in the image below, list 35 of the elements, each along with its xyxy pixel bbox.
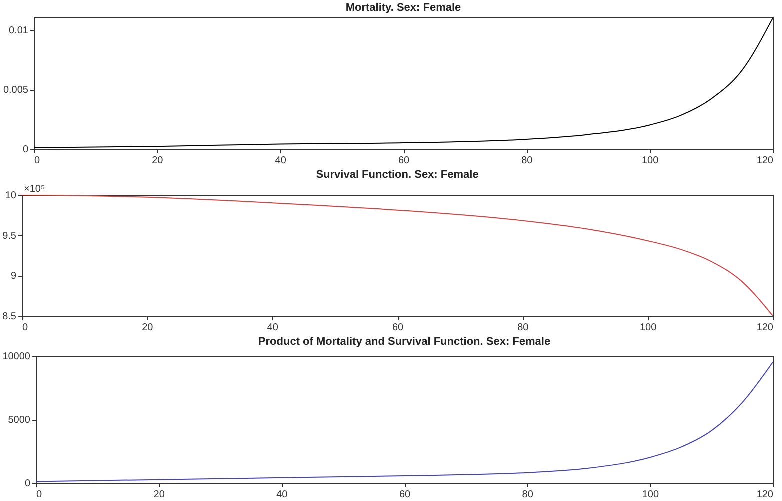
x-tick-label: 80 bbox=[522, 490, 534, 500]
chart-title: Product of Mortality and Survival Function. Sex: Female bbox=[258, 336, 551, 348]
x-tick-label: 0 bbox=[36, 490, 42, 500]
x-tick-label: 100 bbox=[642, 490, 660, 500]
y-tick-label: 0.005 bbox=[3, 85, 29, 96]
y-tick-label: 0 bbox=[22, 144, 29, 156]
x-tick-label: 60 bbox=[392, 322, 404, 334]
x-tick-label: 40 bbox=[276, 490, 288, 500]
y-tick-label: 9.5 bbox=[2, 230, 17, 242]
y-tick-label: 0 bbox=[24, 478, 31, 490]
x-tick-label: 100 bbox=[642, 156, 660, 166]
y-tick-label: 0.01 bbox=[9, 26, 29, 37]
y-tick-label: 10000 bbox=[2, 352, 31, 362]
x-tick-label: 80 bbox=[518, 322, 530, 334]
chart-title: Survival Function. Sex: Female bbox=[316, 169, 479, 181]
x-tick-label: 20 bbox=[142, 322, 154, 334]
y-tick-label: 8.5 bbox=[2, 312, 17, 322]
y-tick-label: 9 bbox=[10, 271, 17, 282]
x-tick-label: 40 bbox=[267, 322, 279, 334]
x-tick-label: 0 bbox=[34, 156, 40, 166]
x-tick-label: 60 bbox=[398, 156, 410, 166]
line-series bbox=[36, 362, 773, 482]
x-tick-label: 20 bbox=[152, 156, 164, 166]
x-tick-label: 60 bbox=[399, 490, 411, 500]
y-tick-label: 10 bbox=[5, 190, 17, 202]
chart-title: Mortality. Sex: Female bbox=[346, 2, 462, 14]
y-tick-label: 5000 bbox=[8, 415, 31, 426]
x-tick-label: 120 bbox=[756, 156, 774, 166]
x-tick-label: 40 bbox=[275, 156, 287, 166]
x-tick-label: 20 bbox=[154, 490, 166, 500]
x-tick-label: 120 bbox=[756, 322, 774, 334]
text: ×10⁵ bbox=[24, 184, 46, 195]
x-tick-label: 120 bbox=[756, 490, 774, 500]
x-tick-label: 80 bbox=[522, 156, 534, 166]
x-tick-label: 100 bbox=[640, 322, 658, 334]
